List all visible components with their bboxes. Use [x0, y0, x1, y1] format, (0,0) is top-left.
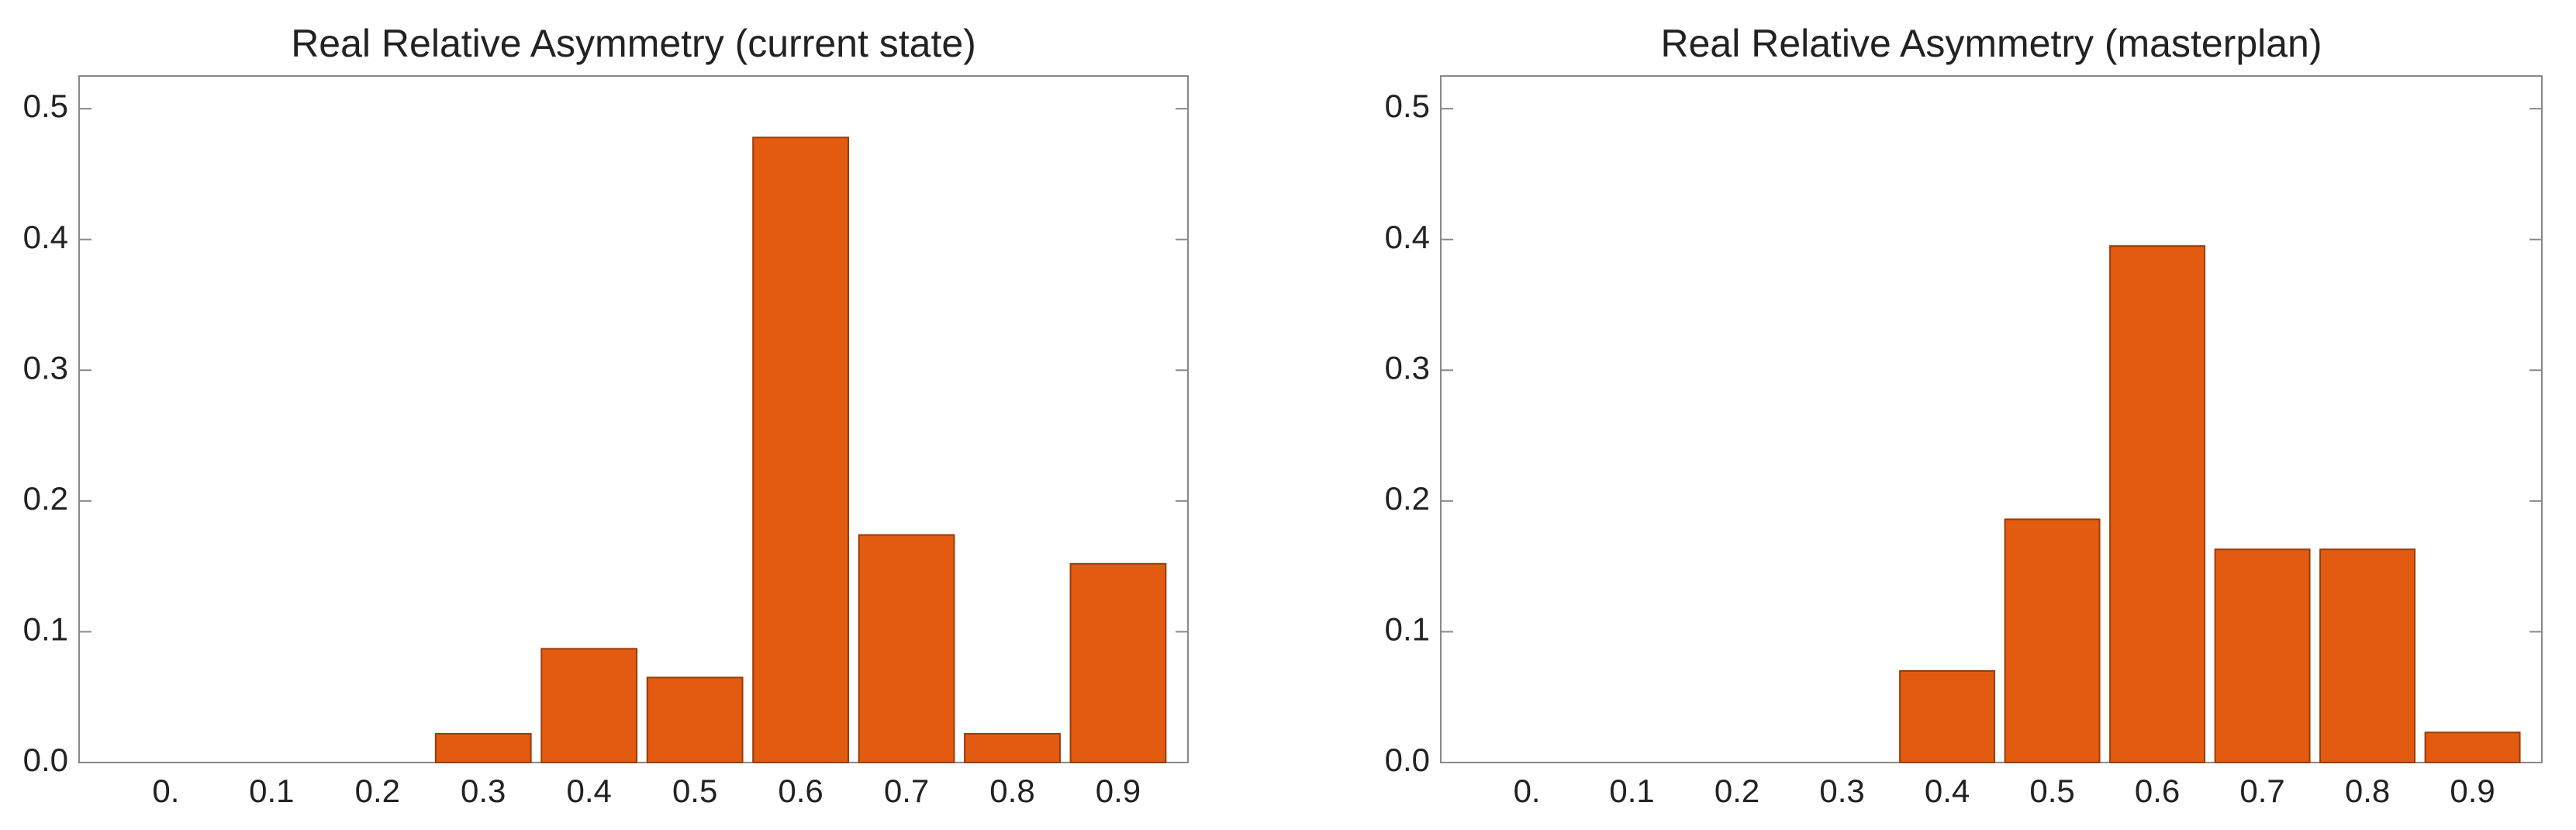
- x-tick-label: 0.2: [1714, 773, 1759, 809]
- y-tick-label: 0.1: [1385, 611, 1430, 648]
- bar: [1899, 670, 1996, 763]
- x-tick-label: 0.4: [1925, 773, 1970, 809]
- bar: [2319, 548, 2416, 763]
- bar: [2109, 245, 2206, 763]
- chart-title: Real Relative Asymmetry (masterplan): [1660, 22, 2322, 65]
- x-tick-label: 0.3: [1819, 773, 1864, 809]
- bar: [540, 648, 638, 763]
- y-tick-label: 0.3: [1385, 349, 1430, 386]
- bar: [2214, 548, 2311, 763]
- x-tick-label: 0.7: [884, 773, 929, 809]
- x-tick-label: 0.: [152, 773, 179, 809]
- y-tick-label: 0.2: [1385, 480, 1430, 517]
- y-tick-label: 0.0: [23, 742, 68, 778]
- x-tick-label: 0.6: [778, 773, 823, 809]
- y-tick-label: 0.4: [1385, 219, 1430, 255]
- x-tick-label: 0.: [1514, 773, 1541, 809]
- x-tick-label: 0.5: [672, 773, 717, 809]
- bar: [646, 676, 744, 764]
- y-tick-label: 0.3: [23, 349, 68, 386]
- x-tick-label: 0.3: [461, 773, 506, 809]
- y-tick-label: 0.2: [23, 480, 68, 517]
- chart-title: Real Relative Asymmetry (current state): [291, 22, 976, 65]
- x-tick-label: 0.9: [1096, 773, 1141, 809]
- x-tick-label: 0.5: [2029, 773, 2074, 809]
- x-tick-label: 0.4: [566, 773, 611, 809]
- bar: [2424, 731, 2521, 764]
- bar: [434, 732, 532, 764]
- bar: [752, 137, 849, 763]
- x-tick-label: 0.6: [2135, 773, 2180, 809]
- x-tick-label: 0.2: [355, 773, 400, 809]
- bar: [964, 732, 1061, 764]
- y-tick-label: 0.5: [23, 88, 68, 124]
- x-tick-label: 0.8: [989, 773, 1034, 809]
- y-tick-label: 0.1: [23, 611, 68, 648]
- y-tick-label: 0.0: [1385, 742, 1430, 778]
- bar: [2004, 518, 2101, 763]
- bar: [858, 534, 955, 764]
- y-tick-label: 0.5: [1385, 88, 1430, 124]
- x-tick-label: 0.1: [1609, 773, 1654, 809]
- x-tick-label: 0.7: [2239, 773, 2284, 809]
- x-tick-label: 0.8: [2345, 773, 2390, 809]
- y-tick-label: 0.4: [23, 219, 68, 255]
- bar: [1069, 562, 1167, 763]
- x-tick-label: 0.1: [249, 773, 294, 809]
- x-tick-label: 0.9: [2450, 773, 2495, 809]
